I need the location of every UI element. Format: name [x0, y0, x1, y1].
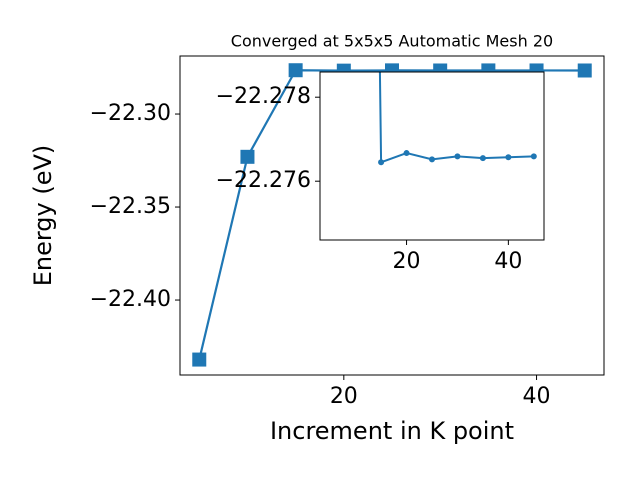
y-tick-label: −22.40 [90, 287, 171, 312]
marker [530, 153, 537, 160]
marker [240, 149, 255, 164]
marker [288, 63, 303, 78]
y-tick-label: −22.30 [90, 101, 171, 126]
y-tick-label: −22.278 [216, 84, 311, 109]
y-tick-label: −22.35 [90, 194, 171, 219]
marker [479, 155, 486, 162]
y-axis-label: Energy (eV) [29, 145, 57, 287]
marker [454, 153, 461, 160]
chart-title: Converged at 5x5x5 Automatic Mesh 20 [231, 32, 553, 51]
x-tick-label: 40 [494, 249, 522, 274]
x-axis-label: Increment in K point [270, 417, 514, 445]
marker [505, 154, 512, 161]
axes-frame [179, 55, 605, 376]
y-tick-label: −22.276 [216, 168, 311, 193]
x-tick-label: 20 [330, 384, 358, 409]
marker [577, 63, 592, 78]
marker [403, 150, 410, 157]
axes-frame [319, 71, 545, 241]
plot [378, 72, 537, 166]
marker [429, 156, 435, 163]
marker [378, 159, 385, 166]
x-tick-label: 20 [393, 249, 421, 274]
marker [192, 352, 207, 367]
x-tick-label: 40 [523, 384, 551, 409]
